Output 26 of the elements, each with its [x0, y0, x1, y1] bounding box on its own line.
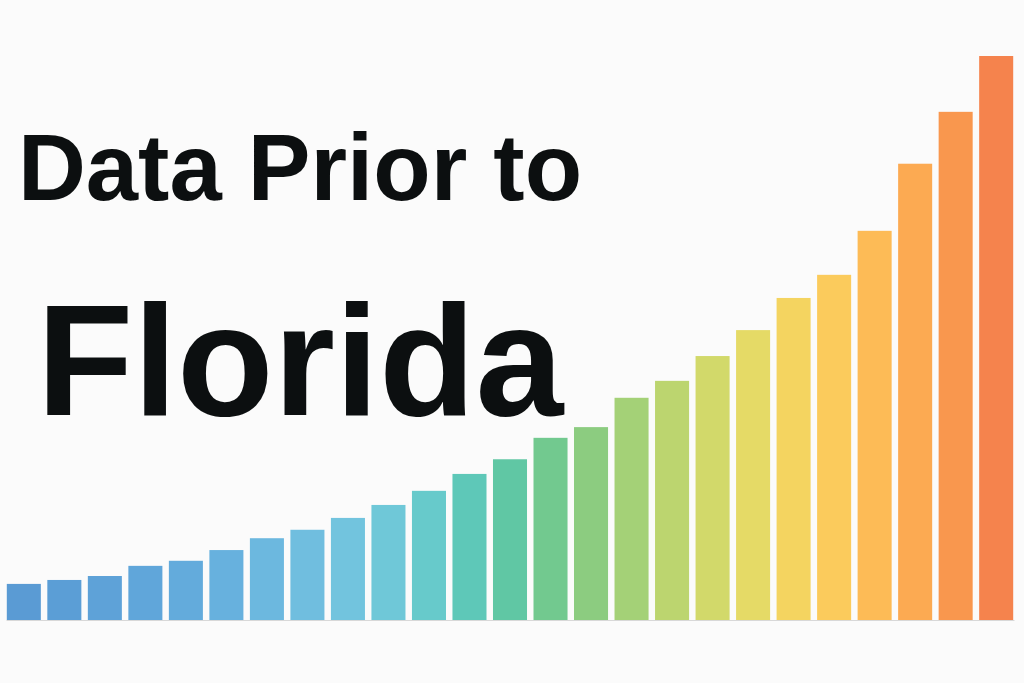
bar: [776, 297, 811, 620]
bar: [857, 230, 892, 620]
bar: [290, 529, 325, 620]
bar: [371, 504, 406, 620]
bar: [817, 274, 852, 620]
bar: [655, 380, 690, 620]
bar: [249, 538, 284, 620]
bar: [492, 459, 528, 620]
text: Data Prior to Florida: [17, 115, 583, 448]
bar: [574, 427, 609, 620]
bar: [47, 579, 82, 620]
bar: [168, 560, 203, 620]
bar: [938, 111, 973, 620]
bar: [87, 576, 122, 620]
bar: [614, 397, 649, 620]
bar: [898, 163, 933, 620]
bar: [736, 330, 771, 620]
bar: [6, 583, 41, 620]
bar: [330, 517, 365, 620]
bar: [452, 473, 487, 620]
bar: [209, 550, 244, 620]
bar: [979, 56, 1014, 620]
bar: [411, 490, 446, 620]
bar: [533, 437, 568, 620]
bar: [695, 356, 730, 620]
bar: [128, 565, 163, 620]
